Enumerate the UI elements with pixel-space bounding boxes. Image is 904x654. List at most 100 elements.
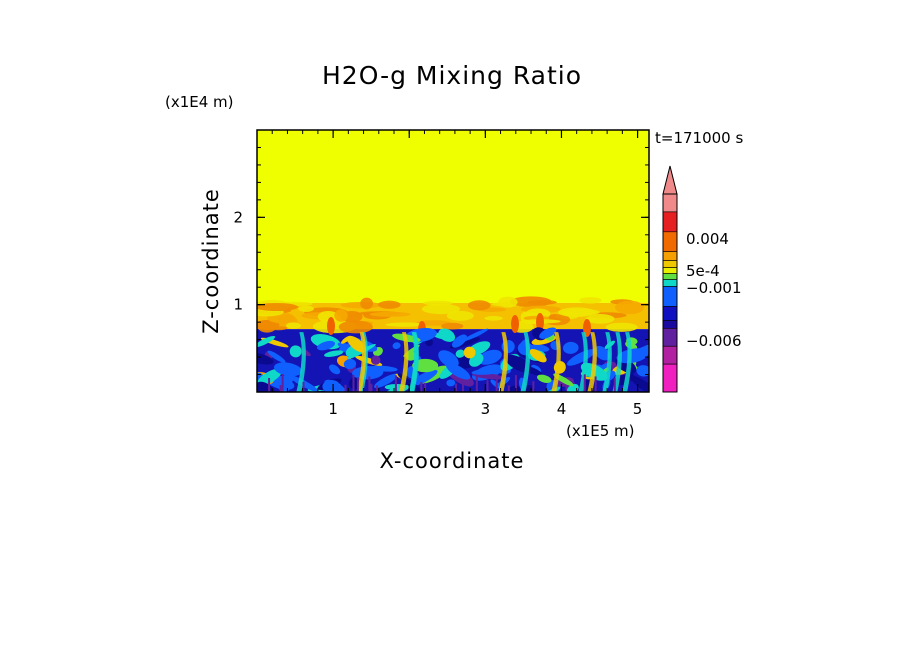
colorbar-labels: 0.004 5e-4−0.001 −0.006 — [686, 230, 742, 350]
turbulent-blob — [343, 358, 357, 370]
surface-streak — [376, 385, 379, 392]
transition-blob — [558, 307, 596, 318]
colorbar-label: 5e-4 — [686, 262, 720, 280]
transition-blob — [385, 322, 425, 327]
surface-streak — [420, 381, 423, 392]
colorbar-segment — [662, 251, 678, 261]
surface-streak — [370, 384, 373, 392]
transition-blob — [614, 300, 645, 315]
colorbar-segment — [662, 279, 678, 287]
transition-blob — [338, 320, 373, 334]
plume — [602, 332, 612, 392]
surface-streak — [475, 374, 478, 392]
turbulent-blob — [536, 374, 552, 383]
turbulent-blob — [412, 358, 439, 373]
surface-streak — [302, 381, 305, 392]
colorbar — [662, 165, 678, 393]
colorbar-segment — [662, 306, 678, 321]
surface-streak — [369, 383, 372, 392]
y-tick-label: 1 — [233, 296, 243, 314]
turbulent-blob — [289, 345, 302, 358]
turbulent-blob — [273, 362, 302, 377]
colorbar-label: 0.004 — [686, 230, 729, 248]
turbulent-blob — [267, 350, 286, 363]
y-tick-label: 2 — [233, 208, 243, 226]
surface-streak — [583, 374, 586, 392]
transition-blob — [360, 297, 374, 310]
turbulent-blob — [257, 368, 282, 386]
colorbar-segment — [662, 286, 678, 307]
surface-streak — [486, 380, 489, 392]
transition-blob — [527, 299, 557, 305]
plume — [520, 332, 531, 392]
turbulent-blob — [634, 345, 649, 356]
turbulent-blob — [461, 328, 489, 342]
time-label: t=171000 s — [655, 129, 743, 147]
transition-blob — [286, 322, 302, 329]
turbulent-blob — [329, 364, 341, 375]
turbulent-blob — [257, 381, 276, 392]
transition-blob — [369, 311, 411, 317]
colorbar-segment — [662, 267, 678, 274]
turbulent-blob — [446, 363, 471, 380]
transition-blob — [378, 300, 401, 309]
transition-blob — [579, 297, 602, 304]
transition-blob — [257, 302, 299, 312]
turbulent-blob — [317, 340, 336, 351]
turbulent-blob — [324, 350, 344, 357]
plume-tip — [511, 315, 519, 333]
heatmap-field — [257, 130, 649, 392]
plume — [587, 332, 597, 392]
transition-blob — [421, 303, 461, 315]
turbulent-blob — [507, 385, 521, 392]
plume — [622, 332, 632, 392]
x-tick-label: 4 — [557, 400, 567, 418]
colorbar-label: −0.006 — [686, 332, 742, 350]
surface-streak — [613, 378, 616, 392]
chart-title: H2O-g Mixing Ratio — [322, 61, 582, 90]
turbulent-blob — [438, 350, 459, 368]
colorbar-segment — [662, 328, 678, 347]
surface-streak — [281, 374, 284, 392]
x-axis: 1 2 3 4 5 — [271, 130, 643, 418]
surface-streak — [268, 378, 271, 392]
colorbar-segment — [662, 211, 678, 233]
colorbar-segment — [662, 260, 678, 268]
turbulent-blob — [478, 349, 502, 365]
colorbar-label: −0.001 — [686, 279, 742, 297]
surface-streak — [461, 382, 464, 392]
surface-streak — [394, 375, 397, 392]
surface-streak — [356, 377, 359, 392]
x-tick-label: 5 — [633, 400, 643, 418]
turbulent-blob — [322, 379, 341, 392]
surface-streak — [594, 376, 597, 392]
turbulent-blob — [455, 349, 465, 358]
turbulent-blob — [539, 327, 557, 339]
surface-streak — [454, 383, 457, 392]
surface-streak — [368, 376, 371, 392]
turbulent-blob — [566, 349, 596, 366]
x-tick-label: 1 — [328, 400, 338, 418]
surface-streak — [495, 374, 498, 392]
turbulent-blob — [463, 346, 476, 359]
turbulent-blob — [446, 379, 456, 387]
surface-streak — [279, 385, 282, 392]
turbulent-blob — [562, 341, 579, 354]
colorbar-segment — [662, 273, 678, 280]
x-tick-label: 3 — [481, 400, 491, 418]
y-axis: 12 — [233, 146, 649, 376]
plume-tip — [327, 317, 335, 335]
surface-streak — [344, 384, 347, 392]
surface-streak — [514, 375, 517, 392]
colorbar-segment — [662, 320, 678, 329]
turbulent-blob — [630, 375, 649, 392]
colorbar-segment — [662, 363, 678, 393]
transition-blob — [269, 326, 288, 331]
transition-blob — [446, 310, 474, 321]
colorbar-segment — [662, 345, 678, 365]
colorbar-extend-arrow — [662, 165, 678, 195]
plume — [398, 332, 409, 392]
transition-blob — [298, 305, 314, 312]
plume-tip — [536, 313, 544, 331]
surface-streak — [532, 381, 535, 392]
